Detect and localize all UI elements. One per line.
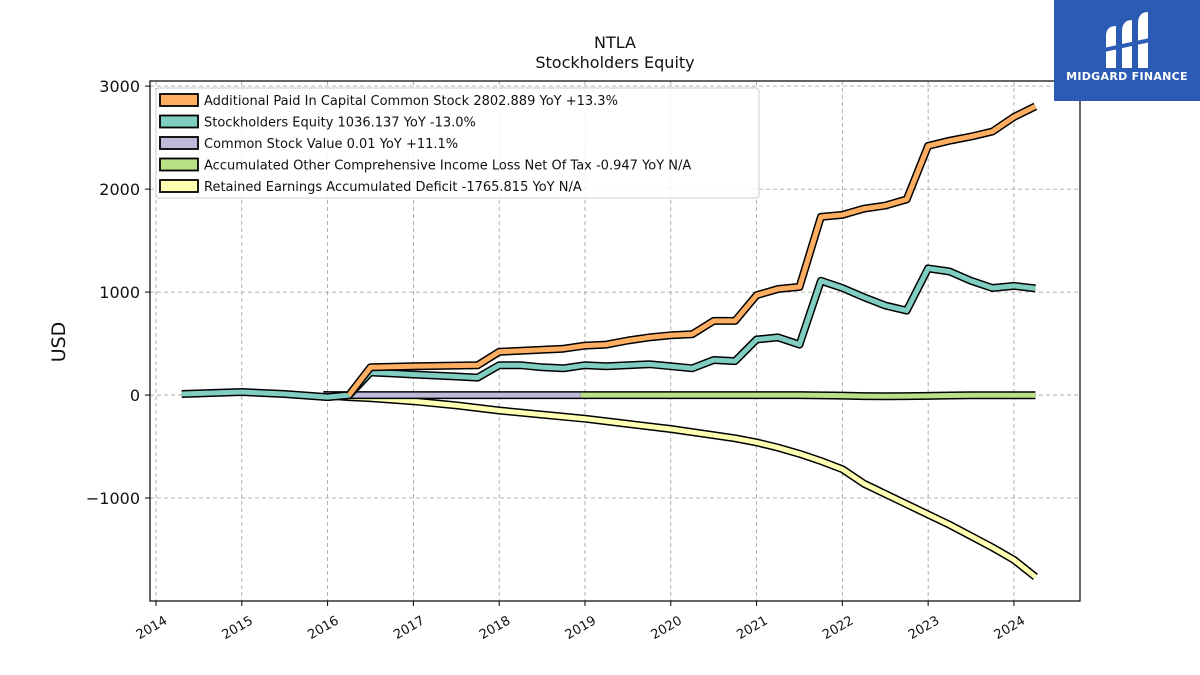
legend: Additional Paid In Capital Common Stock … (155, 87, 760, 199)
legend-swatch-0 (159, 93, 199, 107)
y-tick-label: 3000 (99, 77, 140, 96)
series-outline-4 (322, 391, 1038, 581)
x-tick-label: 2018 (477, 613, 513, 643)
x-tick-label: 2019 (563, 613, 599, 643)
series-lines (181, 102, 1038, 581)
legend-swatch-1 (159, 114, 199, 129)
y-tick-label: 0 (130, 386, 140, 405)
x-tick-label: 2016 (305, 613, 341, 643)
legend-entry-2: Common Stock Value 0.01 YoY +11.1% (204, 137, 458, 152)
legend-swatch-4 (159, 179, 199, 193)
y-tick-label: 1000 (99, 283, 140, 302)
chart-title: NTLA (594, 33, 636, 52)
brand-name: MIDGARD FINANCE (1066, 70, 1188, 83)
series-line-4 (323, 392, 1037, 579)
plot-frame (149, 80, 1081, 602)
y-tick-label: −1000 (86, 489, 140, 508)
y-axis-label: USD (48, 322, 70, 363)
series-line-3 (580, 392, 1036, 399)
legend-entry-4: Retained Earnings Accumulated Deficit -1… (204, 180, 582, 195)
x-tick-label: 2022 (820, 613, 856, 643)
x-tick-label: 2020 (649, 613, 685, 643)
brand-logo: MIDGARD FINANCE (1054, 0, 1200, 101)
legend-entry-0: Additional Paid In Capital Common Stock … (204, 94, 618, 109)
series-outline-1 (181, 264, 1036, 402)
x-tick-label: 2023 (906, 613, 942, 643)
legend-swatch-2 (159, 136, 199, 150)
y-tick-label: 2000 (99, 180, 140, 199)
legend-swatch-3 (159, 157, 199, 172)
x-tick-label: 2017 (391, 613, 427, 643)
series-line-0 (347, 104, 1037, 397)
x-tick-label: 2014 (134, 613, 170, 643)
legend-box (155, 87, 760, 199)
x-tick-label: 2021 (734, 613, 770, 643)
x-tick-label: 2015 (220, 613, 256, 643)
legend-entry-1: Stockholders Equity 1036.137 YoY -13.0% (204, 116, 476, 131)
legend-entry-3: Accumulated Other Comprehensive Income L… (204, 159, 691, 174)
x-tick-label: 2024 (992, 613, 1028, 643)
y-axis: 3000 2000 1000 0 −1000 (86, 77, 150, 508)
x-axis: 2014 2015 2016 2017 2018 2019 2020 2021 2022 2023… (134, 601, 1028, 643)
series-line-1 (181, 265, 1036, 400)
brand-logo-icon (1103, 12, 1151, 68)
chart-subtitle: Stockholders Equity (535, 53, 694, 72)
